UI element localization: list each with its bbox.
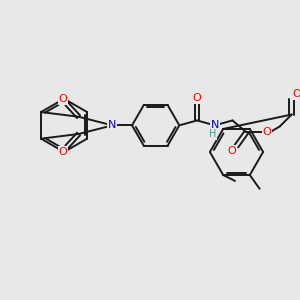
Text: N: N	[108, 120, 116, 130]
Text: H: H	[209, 129, 217, 139]
Text: O: O	[58, 147, 67, 157]
Text: O: O	[227, 146, 236, 156]
Text: O: O	[193, 93, 201, 103]
Text: N: N	[211, 120, 219, 130]
Text: O: O	[292, 89, 300, 99]
Text: O: O	[263, 127, 272, 137]
Text: O: O	[58, 94, 67, 104]
